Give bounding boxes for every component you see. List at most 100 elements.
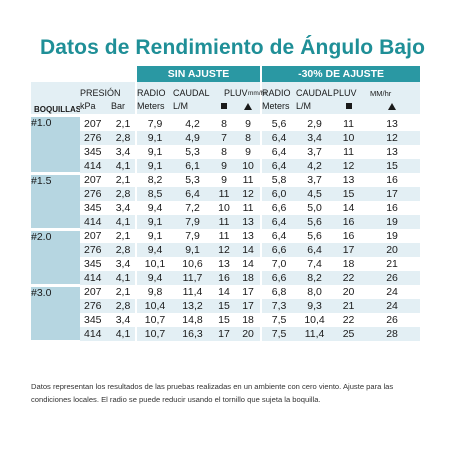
table-cell: 6,4 (260, 145, 297, 159)
table-cell: 207 (80, 117, 111, 131)
table-cell: 9 (236, 145, 262, 159)
table-cell: 3,4 (111, 257, 137, 271)
table-cell: 15 (212, 313, 237, 327)
meters-header: Meters (135, 98, 174, 114)
table-cell: 207 (80, 285, 111, 299)
table-cell: 276 (80, 299, 111, 313)
table-cell: 10,4 (296, 313, 334, 327)
table-cell: 9,4 (135, 201, 174, 215)
table-cell: 13 (236, 215, 262, 229)
table-cell: 11 (236, 201, 262, 215)
table-cell: 6,1 (173, 159, 213, 173)
table-cell: 8,2 (135, 173, 174, 187)
table-cell: 7,2 (173, 201, 213, 215)
lm-header: L/M (173, 98, 213, 114)
table-cell: 9,1 (135, 159, 174, 173)
table-cell: 345 (80, 145, 111, 159)
nozzle-label: #1.0 (31, 117, 80, 175)
table-cell: 11 (212, 187, 237, 201)
table-cell: 9,1 (135, 215, 174, 229)
table-cell: 10,6 (173, 257, 213, 271)
table-cell: 7 (212, 131, 237, 145)
table-cell: 4,9 (173, 131, 213, 145)
pluv-header: PLUV mm/hr (212, 82, 266, 98)
table-cell: 11,7 (173, 271, 213, 285)
table-cell: 12 (333, 159, 365, 173)
table-cell: 6,6 (260, 201, 297, 215)
sin-ajuste-header: SIN AJUSTE (135, 66, 262, 82)
table-cell: 14 (236, 243, 262, 257)
presion-header: PRESIÓN (80, 82, 137, 98)
table-cell: 10 (212, 201, 237, 215)
table-cell: 9,4 (135, 271, 174, 285)
table-cell: 6,6 (260, 243, 297, 257)
table-cell: 19 (364, 229, 421, 243)
nozzle-label: #3.0 (31, 285, 80, 343)
table-cell: 4,1 (111, 271, 137, 285)
table-cell: 5,6 (260, 117, 297, 131)
table-cell: 21 (364, 257, 421, 271)
table-cell: 18 (236, 271, 262, 285)
table-cell: 8,5 (135, 187, 174, 201)
square-spacing-icon (212, 98, 237, 114)
table-cell: 2,1 (111, 285, 137, 299)
table-cell: 11 (333, 145, 365, 159)
table-cell: 345 (80, 201, 111, 215)
table-cell: 3,7 (296, 145, 334, 159)
table-cell: 276 (80, 187, 111, 201)
table-cell: 16 (212, 271, 237, 285)
table-cell: 2,8 (111, 243, 137, 257)
table-cell: 21 (333, 299, 365, 313)
table-row: 345 3,4 10,7 14,8 15 18 7,5 10,4 22 26 (31, 313, 421, 327)
table-cell: 26 (364, 313, 421, 327)
table-cell: 4,1 (111, 159, 137, 173)
table-cell: 16 (364, 201, 421, 215)
table-cell: 15 (212, 299, 237, 313)
table-cell: 8 (212, 145, 237, 159)
performance-table: SIN AJUSTE -30% DE AJUSTE BOQUILLAS PRES… (31, 66, 421, 343)
table-cell: 22 (333, 271, 365, 285)
page-title: Datos de Rendimiento de Ángulo Bajo (40, 36, 426, 59)
table-row: #1.0 207 2,1 7,9 4,2 8 9 5,6 2,9 11 13 (31, 117, 421, 175)
table-cell: 17 (236, 285, 262, 299)
table-cell: 11 (236, 173, 262, 187)
table-cell: 8,2 (296, 271, 334, 285)
table-cell: 207 (80, 229, 111, 243)
table-cell: 17 (364, 187, 421, 201)
table-row: 345 3,4 9,1 5,3 8 9 6,4 3,7 11 13 (31, 145, 421, 159)
table-cell: 6,4 (260, 215, 297, 229)
table-cell: 14,8 (173, 313, 213, 327)
table-cell: 6,6 (260, 271, 297, 285)
triangle-spacing-icon-2 (364, 98, 421, 114)
table-cell: 2,8 (111, 187, 137, 201)
table-row: 345 3,4 10,1 10,6 13 14 7,0 7,4 18 21 (31, 257, 421, 271)
table-cell: 16,3 (173, 327, 213, 341)
table-cell: 5,3 (173, 145, 213, 159)
table-cell: 414 (80, 271, 111, 285)
table-cell: 5,6 (296, 229, 334, 243)
footnote: Datos representan los resultados de las … (31, 382, 394, 404)
table-row: 276 2,8 8,5 6,4 11 12 6,0 4,5 15 17 (31, 187, 421, 201)
table-cell: 9 (212, 159, 237, 173)
nozzle-label: #2.0 (31, 229, 80, 287)
caudal2-header: CAUDAL (296, 82, 334, 98)
section-header-row: SIN AJUSTE -30% DE AJUSTE (31, 66, 421, 82)
table-cell: 414 (80, 215, 111, 229)
ajuste-30-header: -30% DE AJUSTE (260, 66, 421, 82)
table-cell: 11 (212, 215, 237, 229)
table-cell: 6,4 (260, 131, 297, 145)
caudal-header: CAUDAL (173, 82, 213, 98)
table-cell: 13 (364, 117, 421, 131)
table-cell: 9,1 (173, 243, 213, 257)
table-cell: 13 (212, 257, 237, 271)
table-cell: 414 (80, 327, 111, 341)
table-cell: 10,1 (135, 257, 174, 271)
table-cell: 20 (364, 243, 421, 257)
table-cell: 2,1 (111, 229, 137, 243)
table-cell: 345 (80, 313, 111, 327)
table-cell: 6,4 (260, 159, 297, 173)
table-row: 414 4,1 9,1 7,9 11 13 6,4 5,6 16 19 (31, 215, 421, 229)
table-cell: 4,2 (173, 117, 213, 131)
table-cell: 11 (333, 117, 365, 131)
square-spacing-icon-2 (333, 98, 365, 114)
